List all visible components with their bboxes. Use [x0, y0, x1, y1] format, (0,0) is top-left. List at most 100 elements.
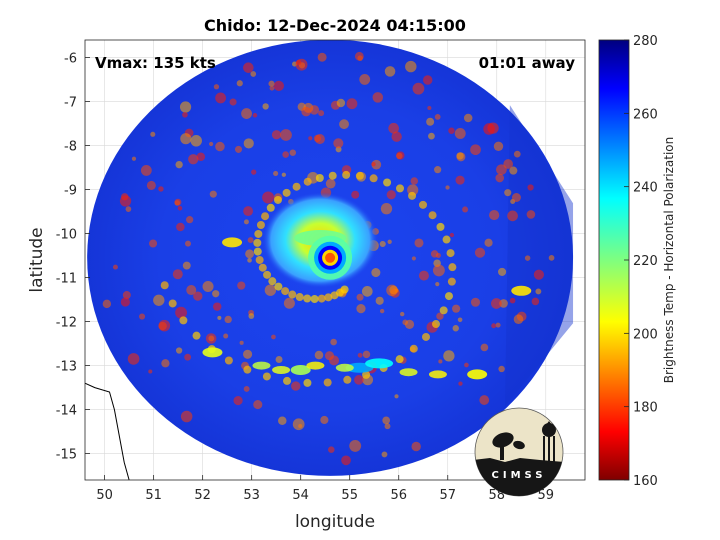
- brightness-speckle: [436, 312, 444, 320]
- brightness-speckle: [386, 284, 398, 297]
- brightness-speckle: [112, 264, 118, 270]
- brightness-speckle: [346, 98, 358, 110]
- spiral-band-cell: [342, 170, 351, 179]
- brightness-speckle: [474, 247, 486, 258]
- y-tick-label: -6: [64, 52, 77, 67]
- brightness-speckle: [411, 256, 416, 261]
- brightness-speckle: [119, 195, 132, 207]
- y-tick-label: -13: [56, 360, 77, 375]
- brightness-speckle: [193, 291, 203, 301]
- rain-band-feature: [222, 237, 243, 248]
- rain-band-feature: [335, 363, 354, 372]
- brightness-speckle: [212, 302, 222, 311]
- colorbar-tick-label: 280: [633, 34, 658, 49]
- spiral-band-cell: [160, 281, 169, 290]
- brightness-speckle: [414, 238, 424, 248]
- brightness-speckle: [464, 362, 469, 368]
- spiral-band-cell: [395, 355, 404, 364]
- colorbar-ticks: 160 180 200 220 240 260 280: [624, 34, 658, 489]
- vmax-annotation: Vmax: 135 kts: [95, 54, 216, 72]
- spiral-band-cell: [324, 293, 333, 302]
- brightness-speckle: [243, 138, 254, 149]
- brightness-speckle: [387, 239, 392, 244]
- brightness-speckle: [448, 127, 455, 134]
- brightness-speckle: [146, 180, 156, 190]
- brightness-speckle: [205, 333, 217, 344]
- spiral-band-cell: [273, 195, 282, 204]
- brightness-speckle: [479, 395, 490, 405]
- spiral-band-cell: [192, 331, 201, 340]
- brightness-speckle: [330, 338, 337, 346]
- brightness-speckle: [445, 185, 450, 190]
- brightness-speckle: [175, 306, 187, 319]
- brightness-speckle: [428, 132, 435, 140]
- brightness-speckle: [329, 355, 340, 366]
- cimss-logo: CIMSS: [474, 407, 564, 497]
- brightness-speckle: [533, 269, 544, 280]
- brightness-speckle: [336, 98, 346, 108]
- spiral-band-cell: [295, 293, 304, 302]
- brightness-speckle: [548, 255, 555, 261]
- spiral-band-cell: [224, 356, 233, 365]
- brightness-speckle: [524, 255, 531, 261]
- y-tick-label: -8: [64, 140, 77, 155]
- brightness-speckle: [354, 375, 364, 385]
- spiral-band-cell: [256, 221, 265, 230]
- x-tick-label: 55: [341, 488, 358, 503]
- brightness-speckle: [361, 286, 373, 297]
- brightness-speckle: [153, 294, 165, 306]
- brightness-speckle: [234, 145, 243, 153]
- brightness-speckle: [351, 190, 360, 199]
- brightness-speckle: [301, 106, 311, 117]
- brightness-speckle: [493, 141, 504, 152]
- brightness-speckle: [149, 239, 158, 248]
- spiral-band-cell: [168, 299, 177, 308]
- spiral-band-cell: [268, 277, 277, 286]
- brightness-speckle: [499, 299, 508, 308]
- brightness-speckle: [131, 156, 137, 161]
- brightness-speckle: [158, 319, 171, 332]
- brightness-speckle: [243, 349, 253, 359]
- spiral-band-cell: [421, 332, 430, 341]
- brightness-speckle: [320, 415, 329, 425]
- brightness-speckle: [386, 190, 396, 200]
- brightness-speckle: [489, 209, 500, 221]
- spiral-band-cell: [263, 270, 272, 279]
- brightness-speckle: [161, 359, 170, 368]
- spiral-band-cell: [439, 306, 448, 315]
- brightness-speckle: [283, 297, 295, 309]
- brightness-speckle: [418, 270, 429, 281]
- y-tick-label: -7: [64, 96, 77, 111]
- rain-band-feature: [365, 358, 394, 369]
- brightness-speckle: [271, 130, 282, 140]
- brightness-speckle: [314, 134, 325, 145]
- brightness-speckle: [177, 205, 183, 211]
- brightness-speckle: [224, 315, 232, 324]
- brightness-speckle: [180, 410, 193, 423]
- brightness-speckle: [271, 334, 276, 340]
- spiral-band-cell: [396, 184, 405, 193]
- colorbar-tick-label: 260: [633, 107, 658, 122]
- brightness-speckle: [175, 347, 183, 354]
- spiral-band-cell: [258, 263, 267, 272]
- brightness-speckle: [380, 202, 393, 215]
- brightness-speckle: [422, 75, 433, 85]
- spiral-band-cell: [369, 174, 378, 183]
- brightness-speckle: [427, 105, 432, 111]
- spiral-band-cell: [409, 344, 418, 353]
- x-axis-label: longitude: [295, 512, 375, 532]
- spiral-band-cell: [266, 203, 275, 212]
- axes-frame: [84, 39, 586, 481]
- brightness-speckle: [213, 84, 220, 90]
- brightness-speckle: [325, 178, 336, 189]
- brightness-speckle: [217, 315, 222, 320]
- brightness-speckle: [457, 317, 463, 323]
- brightness-speckle: [434, 114, 441, 120]
- brightness-speckle: [491, 323, 497, 329]
- time-away-annotation: 01:01 away: [479, 54, 576, 72]
- brightness-speckle: [148, 369, 153, 374]
- brightness-speckle: [463, 113, 473, 123]
- y-tick-label: -9: [64, 184, 77, 199]
- brightness-speckle: [250, 71, 257, 77]
- brightness-speckle: [275, 356, 283, 363]
